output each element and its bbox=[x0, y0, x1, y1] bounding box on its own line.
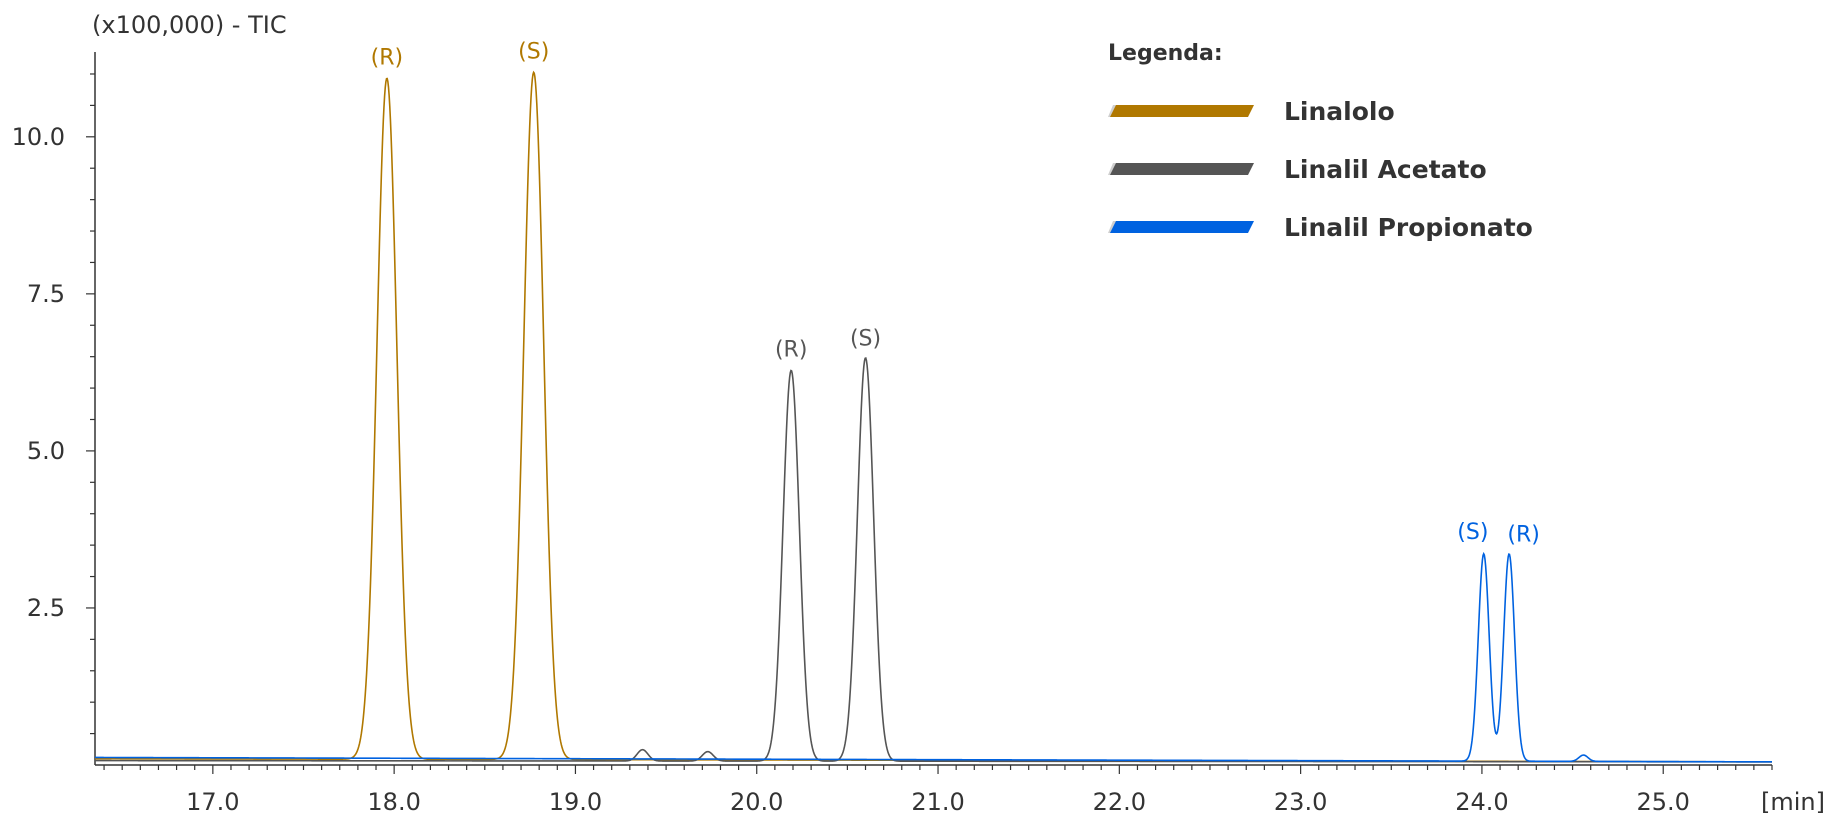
x-axis-unit-label: [min] bbox=[1761, 788, 1825, 815]
x-tick-label: 23.0 bbox=[1274, 788, 1327, 815]
series-line-1 bbox=[95, 70, 1772, 763]
peak-label: (R) bbox=[1507, 522, 1539, 547]
x-tick-label: 18.0 bbox=[367, 788, 420, 815]
peak-label: (S) bbox=[1457, 520, 1488, 545]
y-tick-label: 5.0 bbox=[27, 437, 65, 465]
x-tick-label: 22.0 bbox=[1093, 788, 1146, 815]
legend-title: Legenda: bbox=[1108, 41, 1223, 66]
peak-label: (S) bbox=[850, 326, 881, 351]
legend-label: Linalil Acetato bbox=[1284, 155, 1487, 184]
legend-swatch bbox=[1110, 105, 1254, 117]
legend-swatch bbox=[1110, 221, 1254, 233]
peak-label: (R) bbox=[775, 338, 807, 363]
x-axis-ticks: 17.0 18.0 19.0 20.0 21.0 22.0 23.0 24.0 25.0 bbox=[103, 765, 1773, 815]
peak-label: (R) bbox=[371, 46, 403, 71]
series-line-3 bbox=[95, 551, 1772, 763]
legend-swatch bbox=[1110, 163, 1254, 175]
y-tick-label: 2.5 bbox=[27, 594, 65, 622]
y-tick-label: 7.5 bbox=[27, 280, 65, 308]
x-tick-label: 25.0 bbox=[1637, 788, 1690, 815]
peak-labels: (R) (S) (R) (S) (S) (R) bbox=[371, 39, 1540, 547]
peak-label: (S) bbox=[518, 39, 549, 64]
series-line-2 bbox=[95, 357, 1772, 763]
x-tick-label: 19.0 bbox=[549, 788, 602, 815]
x-tick-label: 24.0 bbox=[1455, 788, 1508, 815]
x-tick-label: 21.0 bbox=[911, 788, 964, 815]
series-traces bbox=[95, 70, 1772, 763]
legend: Legenda: Linalolo Linalil Acetato Linalil … bbox=[1108, 41, 1533, 242]
y-tick-label: 10.0 bbox=[12, 123, 65, 151]
legend-label: Linalolo bbox=[1284, 97, 1395, 126]
y-axis-ticks: 2.5 5.0 7.5 10.0 bbox=[12, 73, 95, 735]
axes: 17.0 18.0 19.0 20.0 21.0 22.0 23.0 24.0 25.0 2.5… bbox=[12, 52, 1773, 815]
legend-label: Linalil Propionato bbox=[1284, 213, 1533, 242]
legend-entries: Linalolo Linalil Acetato Linalil Propionat… bbox=[1108, 97, 1533, 242]
y-axis-unit-label: (x100,000) - TIC bbox=[92, 11, 287, 39]
x-tick-label: 20.0 bbox=[730, 788, 783, 815]
x-tick-label: 17.0 bbox=[186, 788, 239, 815]
